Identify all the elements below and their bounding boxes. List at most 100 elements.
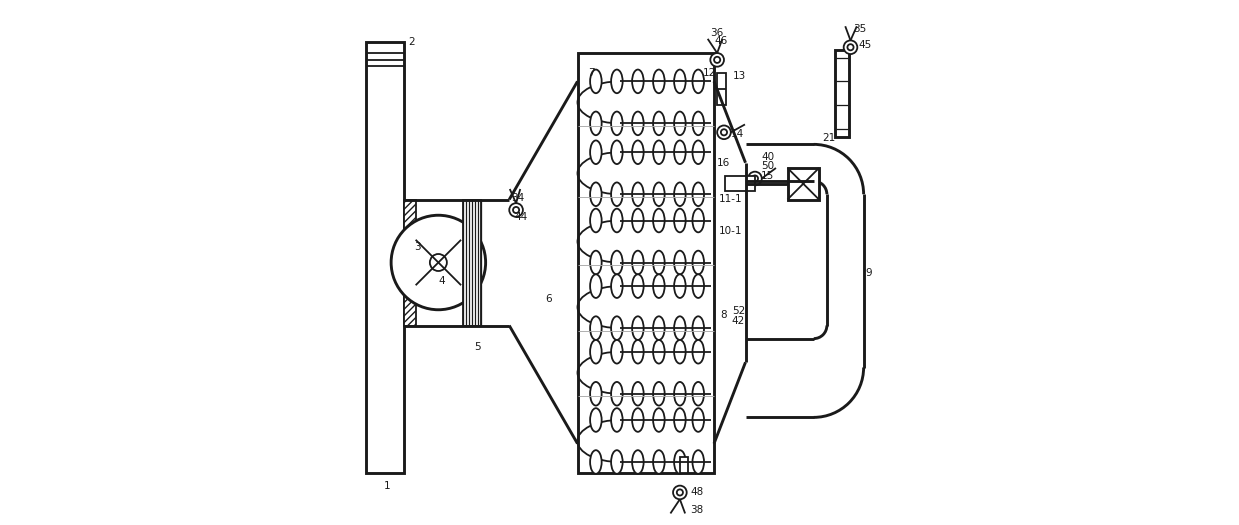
Ellipse shape [674, 208, 685, 232]
Text: 45: 45 [859, 39, 872, 50]
Ellipse shape [611, 69, 623, 93]
Ellipse shape [632, 183, 643, 206]
Text: 8: 8 [720, 310, 727, 320]
Text: 5: 5 [475, 341, 481, 352]
Ellipse shape [693, 316, 704, 340]
Bar [577, 52, 714, 472]
Ellipse shape [632, 274, 643, 298]
Ellipse shape [590, 408, 602, 432]
Circle shape [721, 129, 727, 135]
Text: 1: 1 [384, 480, 392, 491]
Ellipse shape [653, 112, 664, 135]
Bar [680, 457, 689, 472]
Text: 16: 16 [716, 158, 730, 168]
Ellipse shape [693, 140, 704, 164]
Circle shape [710, 53, 724, 67]
Circle shape [430, 254, 447, 271]
Ellipse shape [653, 183, 664, 206]
Text: 13: 13 [732, 71, 746, 81]
Ellipse shape [653, 382, 664, 405]
Ellipse shape [590, 183, 602, 206]
Text: 42: 42 [732, 316, 745, 327]
Ellipse shape [590, 340, 602, 363]
Circle shape [714, 57, 720, 63]
Bar [835, 50, 850, 136]
Ellipse shape [611, 183, 623, 206]
Text: 36: 36 [710, 27, 724, 38]
Text: 40: 40 [761, 152, 774, 163]
Text: 35: 35 [854, 24, 866, 34]
Ellipse shape [693, 251, 704, 275]
Text: 10-1: 10-1 [720, 226, 742, 236]
Text: 2: 2 [409, 37, 415, 47]
Ellipse shape [632, 251, 643, 275]
Ellipse shape [674, 140, 685, 164]
Ellipse shape [611, 408, 623, 432]
Ellipse shape [674, 450, 685, 474]
Text: 52: 52 [732, 306, 745, 316]
Ellipse shape [632, 316, 643, 340]
Ellipse shape [674, 316, 685, 340]
Ellipse shape [653, 340, 664, 363]
Ellipse shape [653, 408, 664, 432]
Ellipse shape [674, 183, 685, 206]
Ellipse shape [653, 450, 664, 474]
Ellipse shape [632, 69, 643, 93]
Text: 12: 12 [703, 68, 716, 79]
Ellipse shape [693, 382, 704, 405]
Circle shape [847, 44, 854, 50]
Circle shape [392, 215, 486, 310]
Text: 11-1: 11-1 [720, 194, 743, 205]
Ellipse shape [590, 69, 602, 93]
Ellipse shape [693, 450, 704, 474]
Ellipse shape [653, 208, 664, 232]
Ellipse shape [632, 208, 643, 232]
Ellipse shape [653, 69, 664, 93]
Bar [463, 200, 482, 326]
Ellipse shape [611, 316, 623, 340]
Ellipse shape [674, 112, 685, 135]
Ellipse shape [674, 340, 685, 363]
Text: 6: 6 [545, 294, 551, 304]
Text: 14: 14 [731, 129, 745, 139]
Ellipse shape [590, 274, 602, 298]
Text: 21: 21 [823, 132, 835, 143]
Ellipse shape [693, 408, 704, 432]
Ellipse shape [611, 251, 623, 275]
Ellipse shape [632, 382, 643, 405]
Text: 3: 3 [414, 242, 420, 252]
Ellipse shape [693, 274, 704, 298]
Circle shape [509, 203, 523, 217]
Ellipse shape [590, 140, 602, 164]
Text: 46: 46 [714, 36, 727, 46]
Circle shape [676, 489, 683, 496]
Ellipse shape [653, 316, 664, 340]
Ellipse shape [653, 251, 664, 275]
Ellipse shape [611, 274, 623, 298]
Bar [717, 74, 726, 105]
Ellipse shape [674, 382, 685, 405]
Ellipse shape [590, 382, 602, 405]
Text: 34: 34 [510, 193, 524, 204]
Ellipse shape [693, 340, 704, 363]
Ellipse shape [611, 208, 623, 232]
Text: 9: 9 [865, 268, 872, 278]
Ellipse shape [632, 112, 643, 135]
Text: 4: 4 [439, 276, 445, 286]
Ellipse shape [590, 450, 602, 474]
Ellipse shape [632, 340, 643, 363]
Ellipse shape [590, 316, 602, 340]
Ellipse shape [632, 408, 643, 432]
Ellipse shape [632, 450, 643, 474]
Ellipse shape [674, 251, 685, 275]
Ellipse shape [611, 112, 623, 135]
Bar [404, 200, 416, 326]
Circle shape [717, 125, 731, 139]
Ellipse shape [674, 274, 685, 298]
Ellipse shape [590, 112, 602, 135]
Ellipse shape [611, 450, 623, 474]
Ellipse shape [611, 340, 623, 363]
Text: 44: 44 [514, 212, 528, 222]
Ellipse shape [674, 408, 685, 432]
Circle shape [752, 175, 758, 182]
